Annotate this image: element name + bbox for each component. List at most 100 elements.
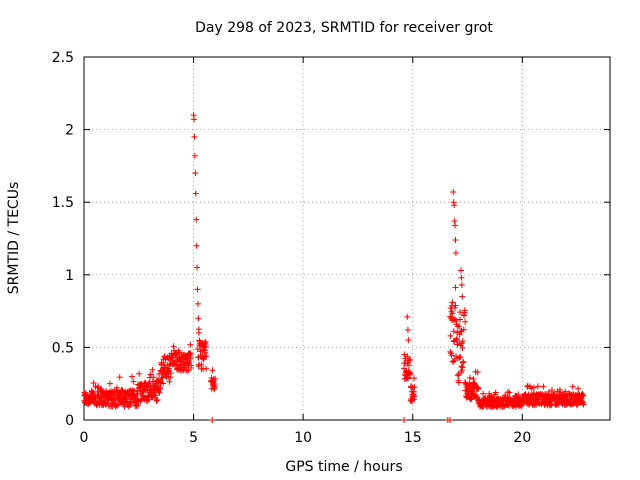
data-point — [98, 385, 105, 392]
data-point — [191, 133, 198, 140]
data-point — [534, 383, 541, 390]
data-point — [194, 286, 201, 293]
data-point — [193, 216, 200, 223]
data-point — [194, 264, 201, 271]
data-point — [407, 371, 414, 378]
data-point — [470, 375, 477, 382]
data-point — [170, 343, 177, 350]
data-point — [155, 388, 162, 395]
data-point — [187, 341, 194, 348]
data-point — [474, 369, 481, 376]
y-tick-label: 0.5 — [52, 340, 74, 356]
data-point — [451, 357, 458, 364]
plot-frame — [83, 56, 611, 421]
data-point — [404, 313, 411, 320]
data-point — [450, 189, 457, 196]
data-point — [452, 284, 459, 291]
data-point — [456, 323, 463, 330]
data-point — [195, 329, 202, 336]
data-point — [405, 337, 412, 344]
data-point — [460, 358, 467, 365]
data-point — [134, 391, 141, 398]
data-point — [194, 300, 201, 307]
data-point — [456, 354, 463, 361]
data-point — [187, 351, 194, 358]
data-point — [192, 190, 199, 197]
data-point — [580, 392, 587, 399]
data-point — [186, 349, 193, 356]
data-point — [475, 385, 482, 392]
data-point — [459, 338, 466, 345]
data-point — [191, 152, 198, 159]
data-point — [459, 364, 466, 371]
data-point — [511, 400, 518, 407]
data-point — [452, 222, 459, 229]
x-tick-label: 20 — [513, 430, 531, 446]
data-point — [457, 309, 464, 316]
data-point — [201, 339, 208, 346]
y-tick-label: 0 — [65, 413, 74, 429]
data-point — [167, 370, 174, 377]
data-point — [580, 401, 587, 408]
data-point — [152, 392, 159, 399]
data-point — [172, 350, 179, 357]
data-point — [411, 393, 418, 400]
data-point — [212, 375, 219, 382]
data-point — [447, 417, 454, 423]
data-points — [81, 112, 587, 423]
data-point — [203, 353, 210, 360]
data-point — [161, 353, 168, 360]
data-point — [140, 392, 147, 399]
data-point — [575, 385, 582, 392]
x-tick-label: 0 — [80, 430, 89, 446]
data-point — [209, 367, 216, 374]
data-point — [405, 362, 412, 369]
data-point — [407, 356, 414, 363]
data-point — [203, 365, 210, 372]
data-point — [149, 366, 156, 373]
data-point — [114, 402, 121, 409]
y-tick-label: 1 — [65, 268, 74, 284]
data-point — [128, 373, 135, 380]
data-point — [456, 331, 463, 338]
data-point — [410, 388, 417, 395]
data-point — [447, 348, 454, 355]
data-point — [212, 381, 219, 388]
data-point — [562, 388, 569, 395]
data-point — [459, 344, 466, 351]
data-point — [408, 383, 415, 390]
data-point — [150, 374, 157, 381]
grid — [84, 57, 610, 420]
data-point — [448, 352, 455, 359]
data-point — [530, 384, 537, 391]
x-axis-label: GPS time / hours — [285, 459, 402, 475]
data-point — [411, 375, 418, 382]
data-point — [404, 326, 411, 333]
data-point — [202, 338, 209, 345]
data-point — [411, 384, 418, 391]
data-point — [159, 374, 166, 381]
y-axis-label: SRMTID / TECUs — [6, 182, 22, 295]
data-point — [202, 347, 209, 354]
data-point — [454, 372, 461, 379]
data-point — [459, 293, 466, 300]
data-point — [553, 392, 560, 399]
data-point — [506, 389, 513, 396]
chart-title: Day 298 of 2023, SRMTID for receiver gro… — [195, 20, 493, 36]
data-point — [202, 344, 209, 351]
data-point — [188, 362, 195, 369]
data-point — [452, 250, 459, 257]
data-point — [148, 388, 155, 395]
y-tick-label: 2.5 — [52, 50, 74, 66]
data-point — [467, 396, 474, 403]
data-point — [404, 353, 411, 360]
data-point — [449, 310, 456, 317]
data-point — [135, 402, 142, 409]
data-point — [192, 170, 199, 177]
data-point — [166, 365, 173, 372]
data-point — [480, 390, 487, 397]
x-tick-label: 15 — [404, 430, 422, 446]
data-point — [457, 354, 464, 361]
data-point — [106, 380, 113, 387]
